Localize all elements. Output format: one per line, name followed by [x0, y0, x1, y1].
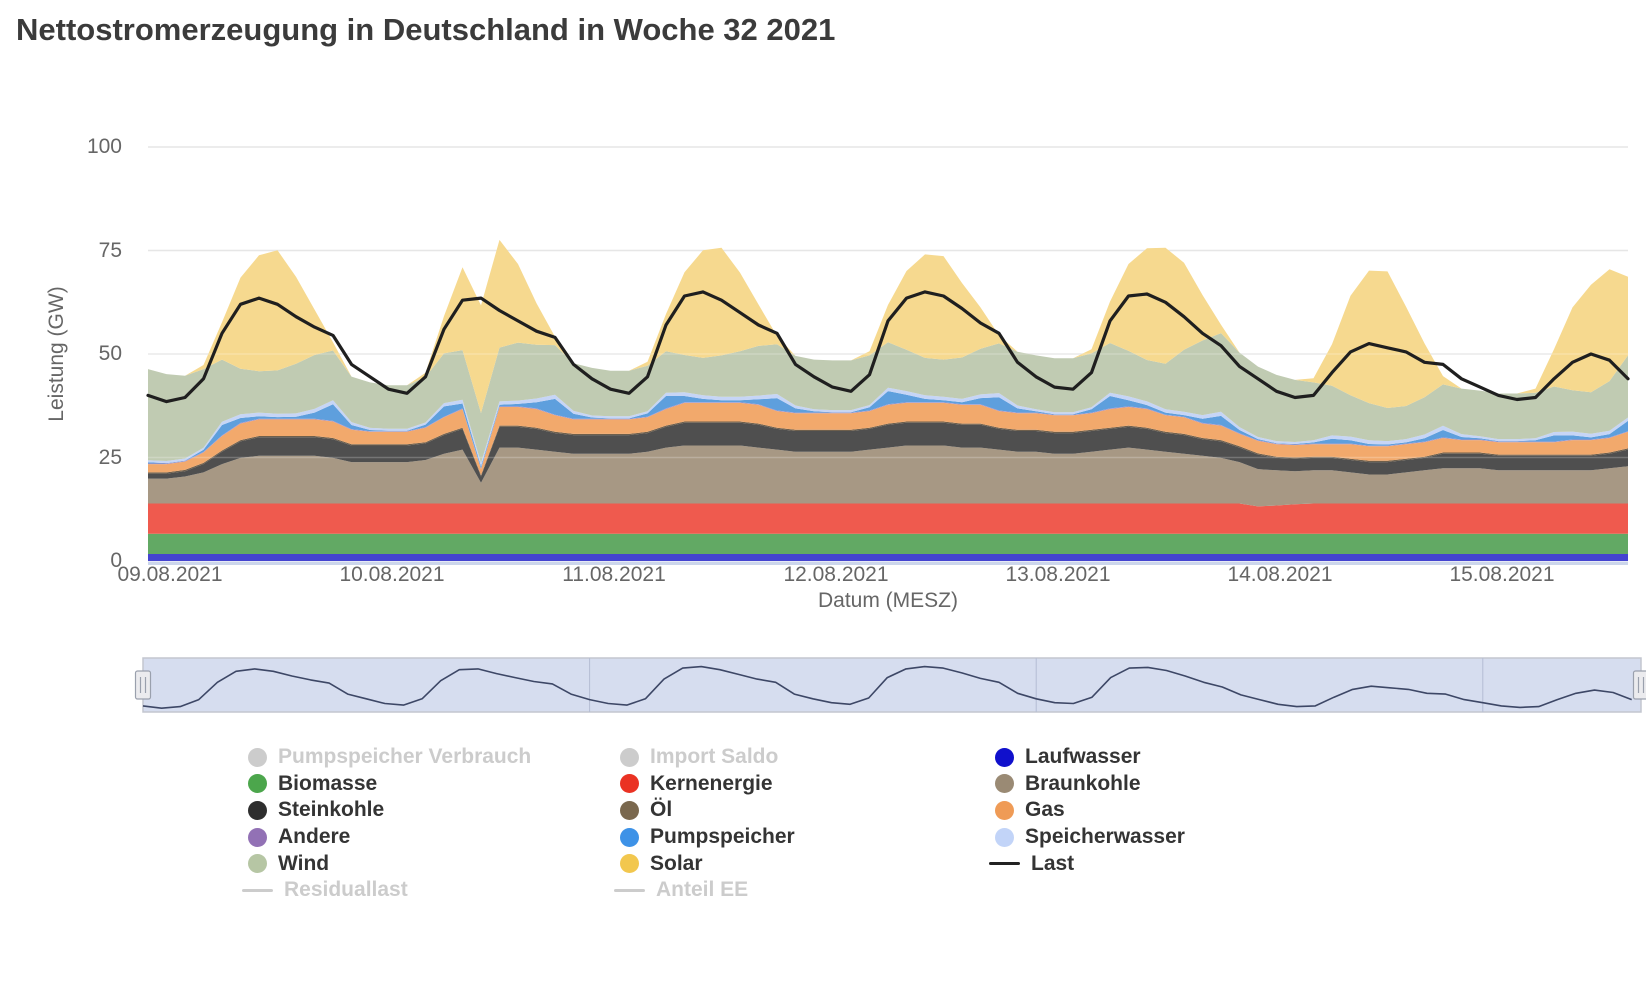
- legend-label: Last: [1031, 851, 1075, 875]
- legend-label: Wind: [278, 851, 330, 875]
- legend-item-pumpspeicher-verbrauch[interactable]: Pumpspeicher Verbrauch: [248, 744, 531, 771]
- legend-item-residuallast[interactable]: Residuallast: [242, 877, 531, 904]
- legend-circle-icon: [620, 854, 639, 874]
- legend-line-icon: [242, 888, 273, 892]
- y-tick-label-50: 50: [98, 342, 122, 365]
- navigator-last-line: [142, 665, 1632, 710]
- x-tick-label-09.08.2021: 09.08.2021: [117, 563, 223, 586]
- legend-label: Andere: [278, 825, 351, 849]
- legend-circle-icon: [248, 800, 267, 820]
- last-line: [146, 290, 1630, 404]
- legend-item-andere[interactable]: Andere: [248, 824, 531, 851]
- legend-item-gas[interactable]: Gas: [995, 797, 1185, 824]
- legend-label: Laufwasser: [1025, 745, 1141, 769]
- x-axis-title: Datum (MESZ): [817, 589, 958, 612]
- legend-circle-icon: [620, 774, 639, 794]
- area-Braunkohle: [148, 445, 1628, 507]
- legend-item-kernenergie[interactable]: Kernenergie: [620, 771, 795, 798]
- legend-circle-icon: [995, 800, 1014, 820]
- navigator-handle-left[interactable]: [134, 670, 152, 700]
- y-tick-label-75: 75: [98, 238, 122, 262]
- legend-label: Pumpspeicher Verbrauch: [278, 745, 532, 769]
- navigator-track[interactable]: [142, 657, 1642, 713]
- navigator-handle-right[interactable]: [1632, 670, 1646, 700]
- x-tick-label-13.08.2021: 13.08.2021: [1005, 563, 1111, 586]
- plot-area[interactable]: [148, 147, 1628, 561]
- area-Kernenergie: [148, 503, 1628, 534]
- legend-label: Steinkohle: [278, 798, 385, 822]
- legend-item-solar[interactable]: Solar: [620, 850, 795, 877]
- legend-line-icon: [989, 862, 1020, 866]
- legend-column-3: Laufwasser Braunkohle Gas Speicherwasser Las…: [989, 744, 1185, 877]
- legend-label: Kernenergie: [650, 771, 773, 795]
- legend-circle-icon: [620, 800, 639, 820]
- x-tick-label-14.08.2021: 14.08.2021: [1227, 563, 1333, 586]
- legend-label: Pumpspeicher: [650, 825, 795, 849]
- x-tick-label-11.08.2021: 11.08.2021: [562, 563, 666, 586]
- legend-circle-icon: [995, 747, 1014, 767]
- legend-item-anteil-ee[interactable]: Anteil EE: [614, 877, 795, 904]
- legend-item-öl[interactable]: Öl: [620, 797, 795, 824]
- area-Solar: [148, 239, 1628, 413]
- x-tick-label-10.08.2021: 10.08.2021: [339, 563, 445, 586]
- legend-column-2: Import Saldo Kernenergie Öl Pumpspeicher Sol…: [614, 744, 795, 904]
- y-tick-label-100: 100: [86, 135, 122, 158]
- area-Laufwasser: [148, 554, 1628, 561]
- area-Steinkohle: [148, 422, 1628, 483]
- legend-line-icon: [614, 888, 645, 892]
- area-Gas: [148, 402, 1628, 476]
- legend-label: Residuallast: [284, 878, 408, 902]
- legend-item-pumpspeicher[interactable]: Pumpspeicher: [620, 824, 795, 851]
- area-Wind: [148, 333, 1628, 463]
- x-tick-label-12.08.2021: 12.08.2021: [783, 563, 889, 586]
- legend-column-1: Pumpspeicher Verbrauch Biomasse Steinkohle…: [242, 744, 531, 904]
- y-tick-label-0: 0: [110, 549, 122, 572]
- page-title: Nettostromerzeugung in Deutschland in Wo…: [16, 12, 836, 47]
- y-tick-label-25: 25: [98, 445, 122, 469]
- legend-circle-icon: [248, 747, 267, 767]
- legend-label: Braunkohle: [1025, 771, 1141, 795]
- legend-label: Gas: [1025, 798, 1065, 822]
- legend-item-import-saldo[interactable]: Import Saldo: [620, 744, 795, 771]
- legend-item-wind[interactable]: Wind: [248, 850, 531, 877]
- legend-item-biomasse[interactable]: Biomasse: [248, 771, 531, 798]
- legend-label: Öl: [650, 798, 673, 822]
- legend-label: Speicherwasser: [1025, 825, 1185, 849]
- legend-label: Solar: [650, 851, 703, 875]
- x-axis-line: [148, 561, 1628, 565]
- legend-circle-icon: [248, 774, 267, 794]
- legend-item-steinkohle[interactable]: Steinkohle: [248, 797, 531, 824]
- legend-label: Anteil EE: [656, 878, 749, 902]
- legend-circle-icon: [248, 854, 267, 874]
- area-Biomasse: [148, 533, 1628, 554]
- legend-label: Biomasse: [278, 771, 378, 795]
- legend-item-laufwasser[interactable]: Laufwasser: [995, 744, 1185, 771]
- legend-circle-icon: [995, 774, 1014, 794]
- x-tick-label-15.08.2021: 15.08.2021: [1449, 563, 1555, 586]
- legend-label: Import Saldo: [650, 745, 779, 769]
- legend-circle-icon: [248, 827, 267, 847]
- legend-circle-icon: [620, 827, 639, 847]
- legend-item-braunkohle[interactable]: Braunkohle: [995, 771, 1185, 798]
- legend-item-speicherwasser[interactable]: Speicherwasser: [995, 824, 1185, 851]
- legend-item-last[interactable]: Last: [989, 850, 1185, 877]
- legend-circle-icon: [995, 827, 1014, 847]
- legend-circle-icon: [620, 747, 639, 767]
